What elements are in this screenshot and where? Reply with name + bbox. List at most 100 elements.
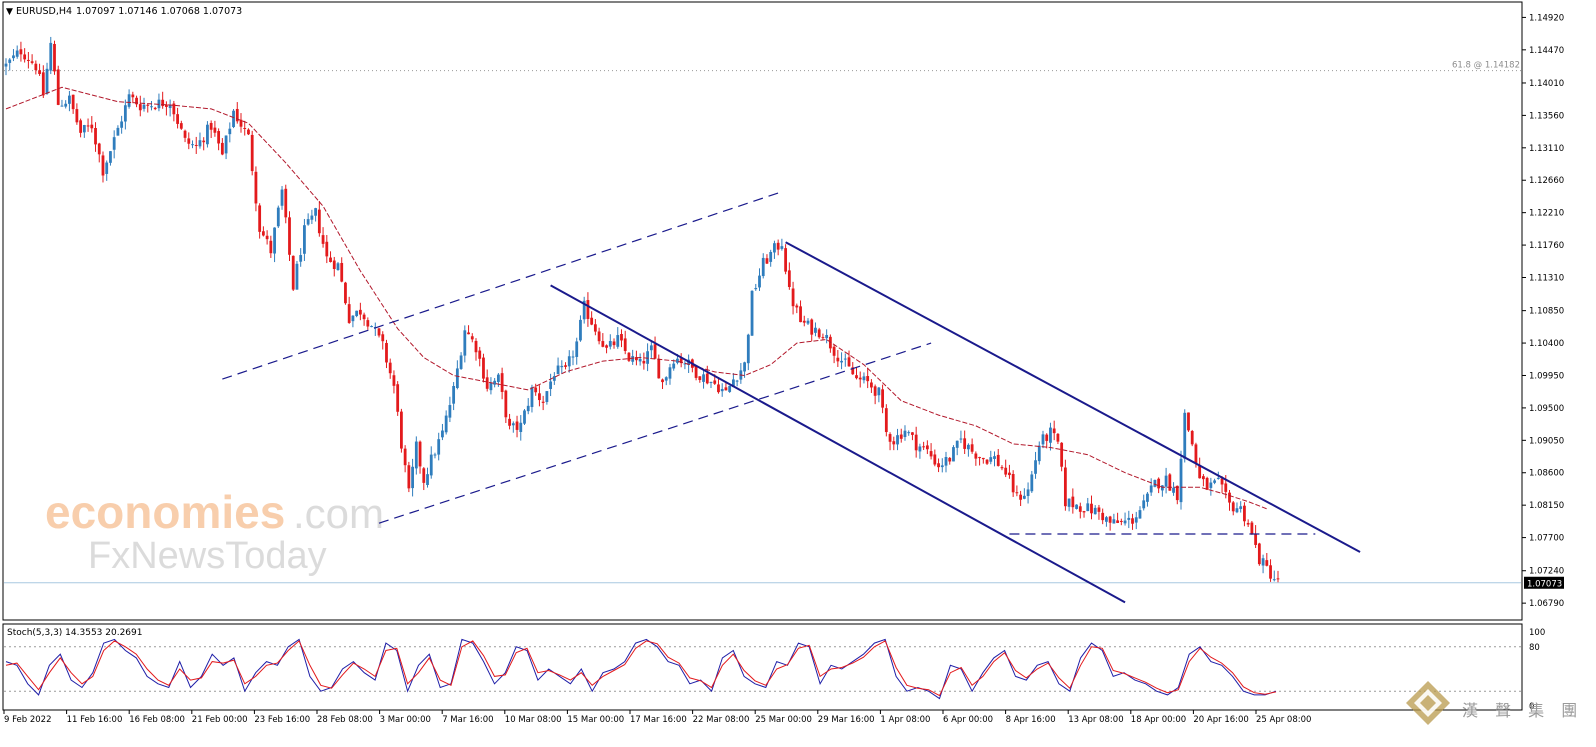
- candle-body: [422, 468, 426, 483]
- candle-body: [310, 215, 314, 220]
- dashed-trendline[interactable]: [378, 342, 932, 524]
- candle-body: [1183, 412, 1187, 459]
- candle-body: [94, 127, 97, 145]
- candle-body: [1261, 558, 1265, 566]
- candle-body: [773, 243, 776, 253]
- stoch-layer: [4, 638, 1521, 700]
- candle-body: [344, 282, 347, 304]
- candle-body: [489, 382, 493, 391]
- candle-body: [101, 155, 105, 176]
- candle-body: [993, 456, 996, 459]
- candle-body: [235, 108, 239, 122]
- time-tick-label: 22 Mar 08:00: [693, 715, 750, 725]
- candle-body: [657, 358, 661, 379]
- candle-layer: [4, 36, 1280, 583]
- chart-menu-arrow-icon[interactable]: ▼: [6, 7, 13, 17]
- price-tick-label: 1.06790: [1529, 599, 1564, 609]
- candle-body: [1045, 434, 1049, 441]
- candle-body: [884, 408, 888, 433]
- candle-body: [64, 103, 68, 107]
- candle-body: [299, 255, 303, 262]
- candle-body: [914, 434, 918, 451]
- candle-body: [1049, 427, 1052, 443]
- trendline-layer[interactable]: [222, 191, 1361, 604]
- candle-body: [295, 263, 299, 290]
- candle-body: [608, 340, 612, 347]
- candle-body: [974, 453, 978, 459]
- candle-body: [437, 439, 441, 455]
- diamond-logo-icon: [1406, 681, 1450, 725]
- candle-body: [1272, 579, 1276, 581]
- candle-body: [1239, 506, 1243, 509]
- candle-body: [1213, 480, 1216, 483]
- price-tick-label: 1.10850: [1529, 307, 1564, 317]
- candle-body: [1187, 412, 1190, 431]
- candle-body: [705, 373, 709, 384]
- candle-body: [1116, 520, 1120, 523]
- candle-body: [538, 393, 541, 401]
- candle-body: [761, 257, 765, 277]
- candle-body: [1082, 511, 1086, 513]
- candle-body: [1060, 442, 1064, 467]
- candle-body: [470, 336, 474, 340]
- time-axis: 9 Feb 2022 11 Feb 16:00 16 Feb 08:00 21 Feb…: [3, 710, 1311, 725]
- candle-body: [933, 454, 937, 465]
- candle-body: [1000, 467, 1004, 469]
- candle-body: [351, 315, 355, 322]
- candle-body: [485, 377, 489, 389]
- time-tick-label: 25 Apr 08:00: [1256, 715, 1311, 725]
- price-axis: 1.14920 1.14470 1.14010 1.13560 1.13110 1.126…: [1522, 13, 1564, 609]
- candle-body: [530, 387, 534, 408]
- candle-body: [1250, 522, 1254, 534]
- candle-body: [243, 127, 247, 129]
- time-tick-label: 8 Apr 16:00: [1006, 715, 1056, 725]
- time-tick-label: 18 Apr 00:00: [1131, 715, 1186, 725]
- candle-body: [49, 42, 53, 71]
- candle-body: [1205, 477, 1209, 490]
- price-tick-label: 1.11760: [1529, 241, 1564, 251]
- candle-body: [929, 451, 933, 457]
- candle-body: [784, 248, 788, 272]
- candle-body: [1052, 428, 1056, 434]
- candle-body: [329, 257, 332, 263]
- candle-body: [187, 138, 191, 144]
- time-tick-label: 11 Feb 16:00: [67, 715, 123, 725]
- candle-body: [918, 446, 922, 452]
- candle-body: [814, 327, 817, 333]
- candle-body: [873, 386, 877, 396]
- candle-body: [911, 432, 914, 435]
- candle-body: [746, 334, 750, 364]
- candle-body: [1138, 510, 1142, 519]
- candle-body: [612, 341, 616, 346]
- candle-body: [217, 131, 221, 144]
- channel-trendline[interactable]: [550, 284, 1126, 604]
- candle-body: [996, 454, 1000, 466]
- candle-body: [508, 418, 511, 426]
- candle-body: [925, 445, 929, 450]
- candle-body: [571, 356, 575, 358]
- candle-body: [306, 219, 310, 225]
- candle-body: [575, 341, 579, 357]
- channel-trendline[interactable]: [785, 241, 1361, 553]
- candle-body: [493, 380, 497, 385]
- candle-body: [1097, 507, 1101, 512]
- candle-body: [15, 50, 19, 57]
- candle-body: [34, 63, 38, 71]
- candle-body: [370, 326, 373, 328]
- candle-body: [321, 235, 325, 244]
- candle-body: [810, 319, 814, 335]
- candle-body: [620, 334, 623, 341]
- candle-body: [291, 255, 295, 290]
- candle-body: [19, 49, 23, 55]
- grid-layer: [4, 70, 1521, 584]
- candle-body: [731, 379, 735, 388]
- candle-body: [1216, 477, 1220, 479]
- candle-body: [642, 360, 646, 364]
- candle-body: [8, 59, 12, 63]
- candle-body: [86, 125, 90, 127]
- dashed-trendline[interactable]: [222, 191, 783, 380]
- candle-body: [1041, 434, 1045, 445]
- candle-body: [198, 140, 202, 147]
